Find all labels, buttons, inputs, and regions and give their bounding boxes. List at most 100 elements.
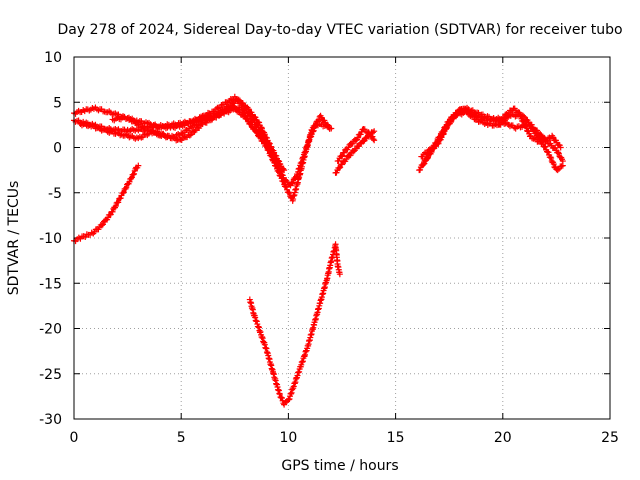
data-point xyxy=(347,152,354,159)
data-point xyxy=(120,190,127,197)
data-point xyxy=(530,135,537,142)
data-point xyxy=(529,125,536,132)
data-point xyxy=(470,113,477,120)
data-point xyxy=(312,122,319,129)
data-point xyxy=(124,115,131,122)
data-point xyxy=(311,123,318,130)
x-tick-label: 15 xyxy=(387,430,405,446)
data-point xyxy=(117,195,124,202)
data-points xyxy=(71,93,566,408)
axis-ticks: 0 5 10 15 20 25 10 5 0 -5 -10 -15 -20 -25 -30 xyxy=(39,50,619,446)
series-arc-late-1 xyxy=(332,128,378,176)
data-point xyxy=(244,115,251,122)
data-point xyxy=(112,203,119,210)
data-point xyxy=(239,106,246,113)
data-point xyxy=(122,185,129,192)
data-point xyxy=(505,113,512,120)
series-arc-evening-3 xyxy=(418,104,566,174)
data-point xyxy=(548,155,555,162)
data-point xyxy=(517,113,524,120)
data-point xyxy=(289,180,296,187)
series-arc-late-2 xyxy=(334,126,378,165)
data-point xyxy=(455,110,462,117)
data-point xyxy=(283,184,290,191)
data-point xyxy=(438,134,445,141)
data-point xyxy=(542,144,549,151)
data-point xyxy=(280,178,287,185)
data-point xyxy=(424,154,431,161)
data-point xyxy=(559,162,566,169)
data-point xyxy=(550,161,557,168)
data-point xyxy=(547,154,554,161)
data-point xyxy=(339,161,345,168)
data-point xyxy=(361,137,368,144)
data-point xyxy=(326,124,333,131)
data-point xyxy=(187,123,194,130)
data-point xyxy=(278,394,285,401)
y-tick-label: -15 xyxy=(39,276,62,292)
data-point xyxy=(181,133,188,140)
data-point xyxy=(115,199,122,206)
data-point xyxy=(276,172,283,179)
data-point xyxy=(245,106,252,113)
data-point xyxy=(555,150,562,157)
data-point xyxy=(424,155,431,162)
y-tick-label: -30 xyxy=(39,412,62,428)
data-point xyxy=(120,189,127,196)
x-axis-label: GPS time / hours xyxy=(281,458,398,474)
plot-frame xyxy=(73,56,611,420)
data-point xyxy=(333,169,340,176)
data-point xyxy=(252,126,259,133)
data-point xyxy=(258,125,265,132)
series-arc-top-4 xyxy=(109,96,283,167)
data-point xyxy=(354,134,361,141)
data-point xyxy=(271,149,278,156)
data-point xyxy=(360,138,367,145)
data-point xyxy=(123,184,130,191)
y-tick-label: -5 xyxy=(48,186,62,202)
y-tick-label: 10 xyxy=(44,50,62,66)
data-point xyxy=(220,107,227,114)
data-point xyxy=(466,111,473,118)
data-point xyxy=(421,160,428,167)
series-arc-deep-dip xyxy=(246,241,343,408)
data-point xyxy=(335,157,342,164)
data-point xyxy=(130,171,137,178)
data-point xyxy=(266,140,273,147)
data-point xyxy=(261,131,268,138)
y-tick-label: -25 xyxy=(39,367,62,383)
y-tick-label: -20 xyxy=(39,322,62,338)
data-point xyxy=(446,118,453,125)
data-point xyxy=(349,140,356,147)
data-point xyxy=(370,136,377,143)
data-point xyxy=(366,130,373,137)
data-point xyxy=(256,119,263,126)
data-point xyxy=(417,166,424,173)
data-point xyxy=(275,157,282,164)
data-point xyxy=(99,221,106,228)
data-point xyxy=(443,126,450,133)
data-point xyxy=(131,170,138,177)
data-point xyxy=(336,271,343,278)
data-point xyxy=(365,129,372,136)
y-tick-label: -10 xyxy=(39,231,62,247)
x-tick-label: 20 xyxy=(494,430,512,446)
data-point xyxy=(276,391,283,398)
x-tick-label: 10 xyxy=(279,430,297,446)
data-point xyxy=(440,130,447,137)
series-arc-low-early xyxy=(71,162,142,245)
data-point xyxy=(281,167,288,174)
data-point xyxy=(258,124,265,131)
data-point xyxy=(371,128,378,135)
y-axis-label: SDTVAR / TECUs xyxy=(6,181,22,296)
data-point xyxy=(268,143,275,150)
data-point xyxy=(252,114,259,121)
data-point xyxy=(280,165,287,172)
data-point xyxy=(519,117,526,124)
data-point xyxy=(187,131,194,138)
y-tick-label: 0 xyxy=(53,141,62,157)
data-point xyxy=(550,134,557,141)
data-point xyxy=(423,150,430,157)
